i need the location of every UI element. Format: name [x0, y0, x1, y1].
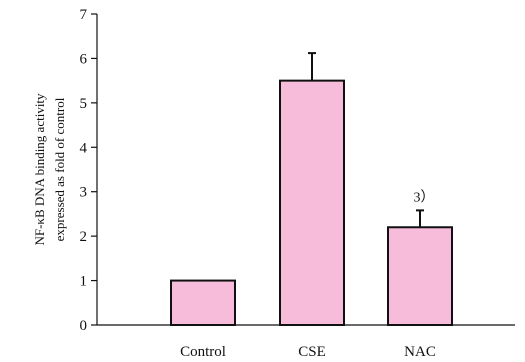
y-axis-title-line: expressed as fold of control	[52, 97, 67, 241]
y-tick-label: 4	[80, 140, 88, 156]
x-tick-label: Control	[180, 344, 226, 360]
y-tick-label: 1	[80, 274, 88, 290]
error-bars	[308, 52, 424, 228]
y-tick-label: 6	[80, 51, 88, 67]
bars	[170, 79, 453, 327]
y-tick-label: 7	[80, 7, 88, 23]
bar-cse	[279, 79, 345, 327]
y-tick-label: 5	[80, 96, 88, 112]
y-axis: 0 1 2 3 4 5 6 7	[80, 7, 98, 334]
y-tick-label: 2	[80, 229, 88, 245]
x-tick-labels: Control CSE NAC	[180, 344, 436, 360]
y-axis-label: NF-κB DNA binding activity expressed as f…	[32, 93, 67, 246]
y-tick-label: 0	[80, 318, 88, 334]
y-axis-title-line: NF-κB DNA binding activity	[32, 93, 47, 246]
x-tick-label: CSE	[298, 344, 326, 360]
x-tick-label: NAC	[404, 344, 436, 360]
bar-control	[170, 279, 236, 327]
significance-annotation: 3）	[414, 189, 435, 205]
y-tick-label: 3	[80, 185, 88, 201]
bar-nac	[387, 226, 453, 326]
annotations: 3）	[414, 189, 435, 205]
